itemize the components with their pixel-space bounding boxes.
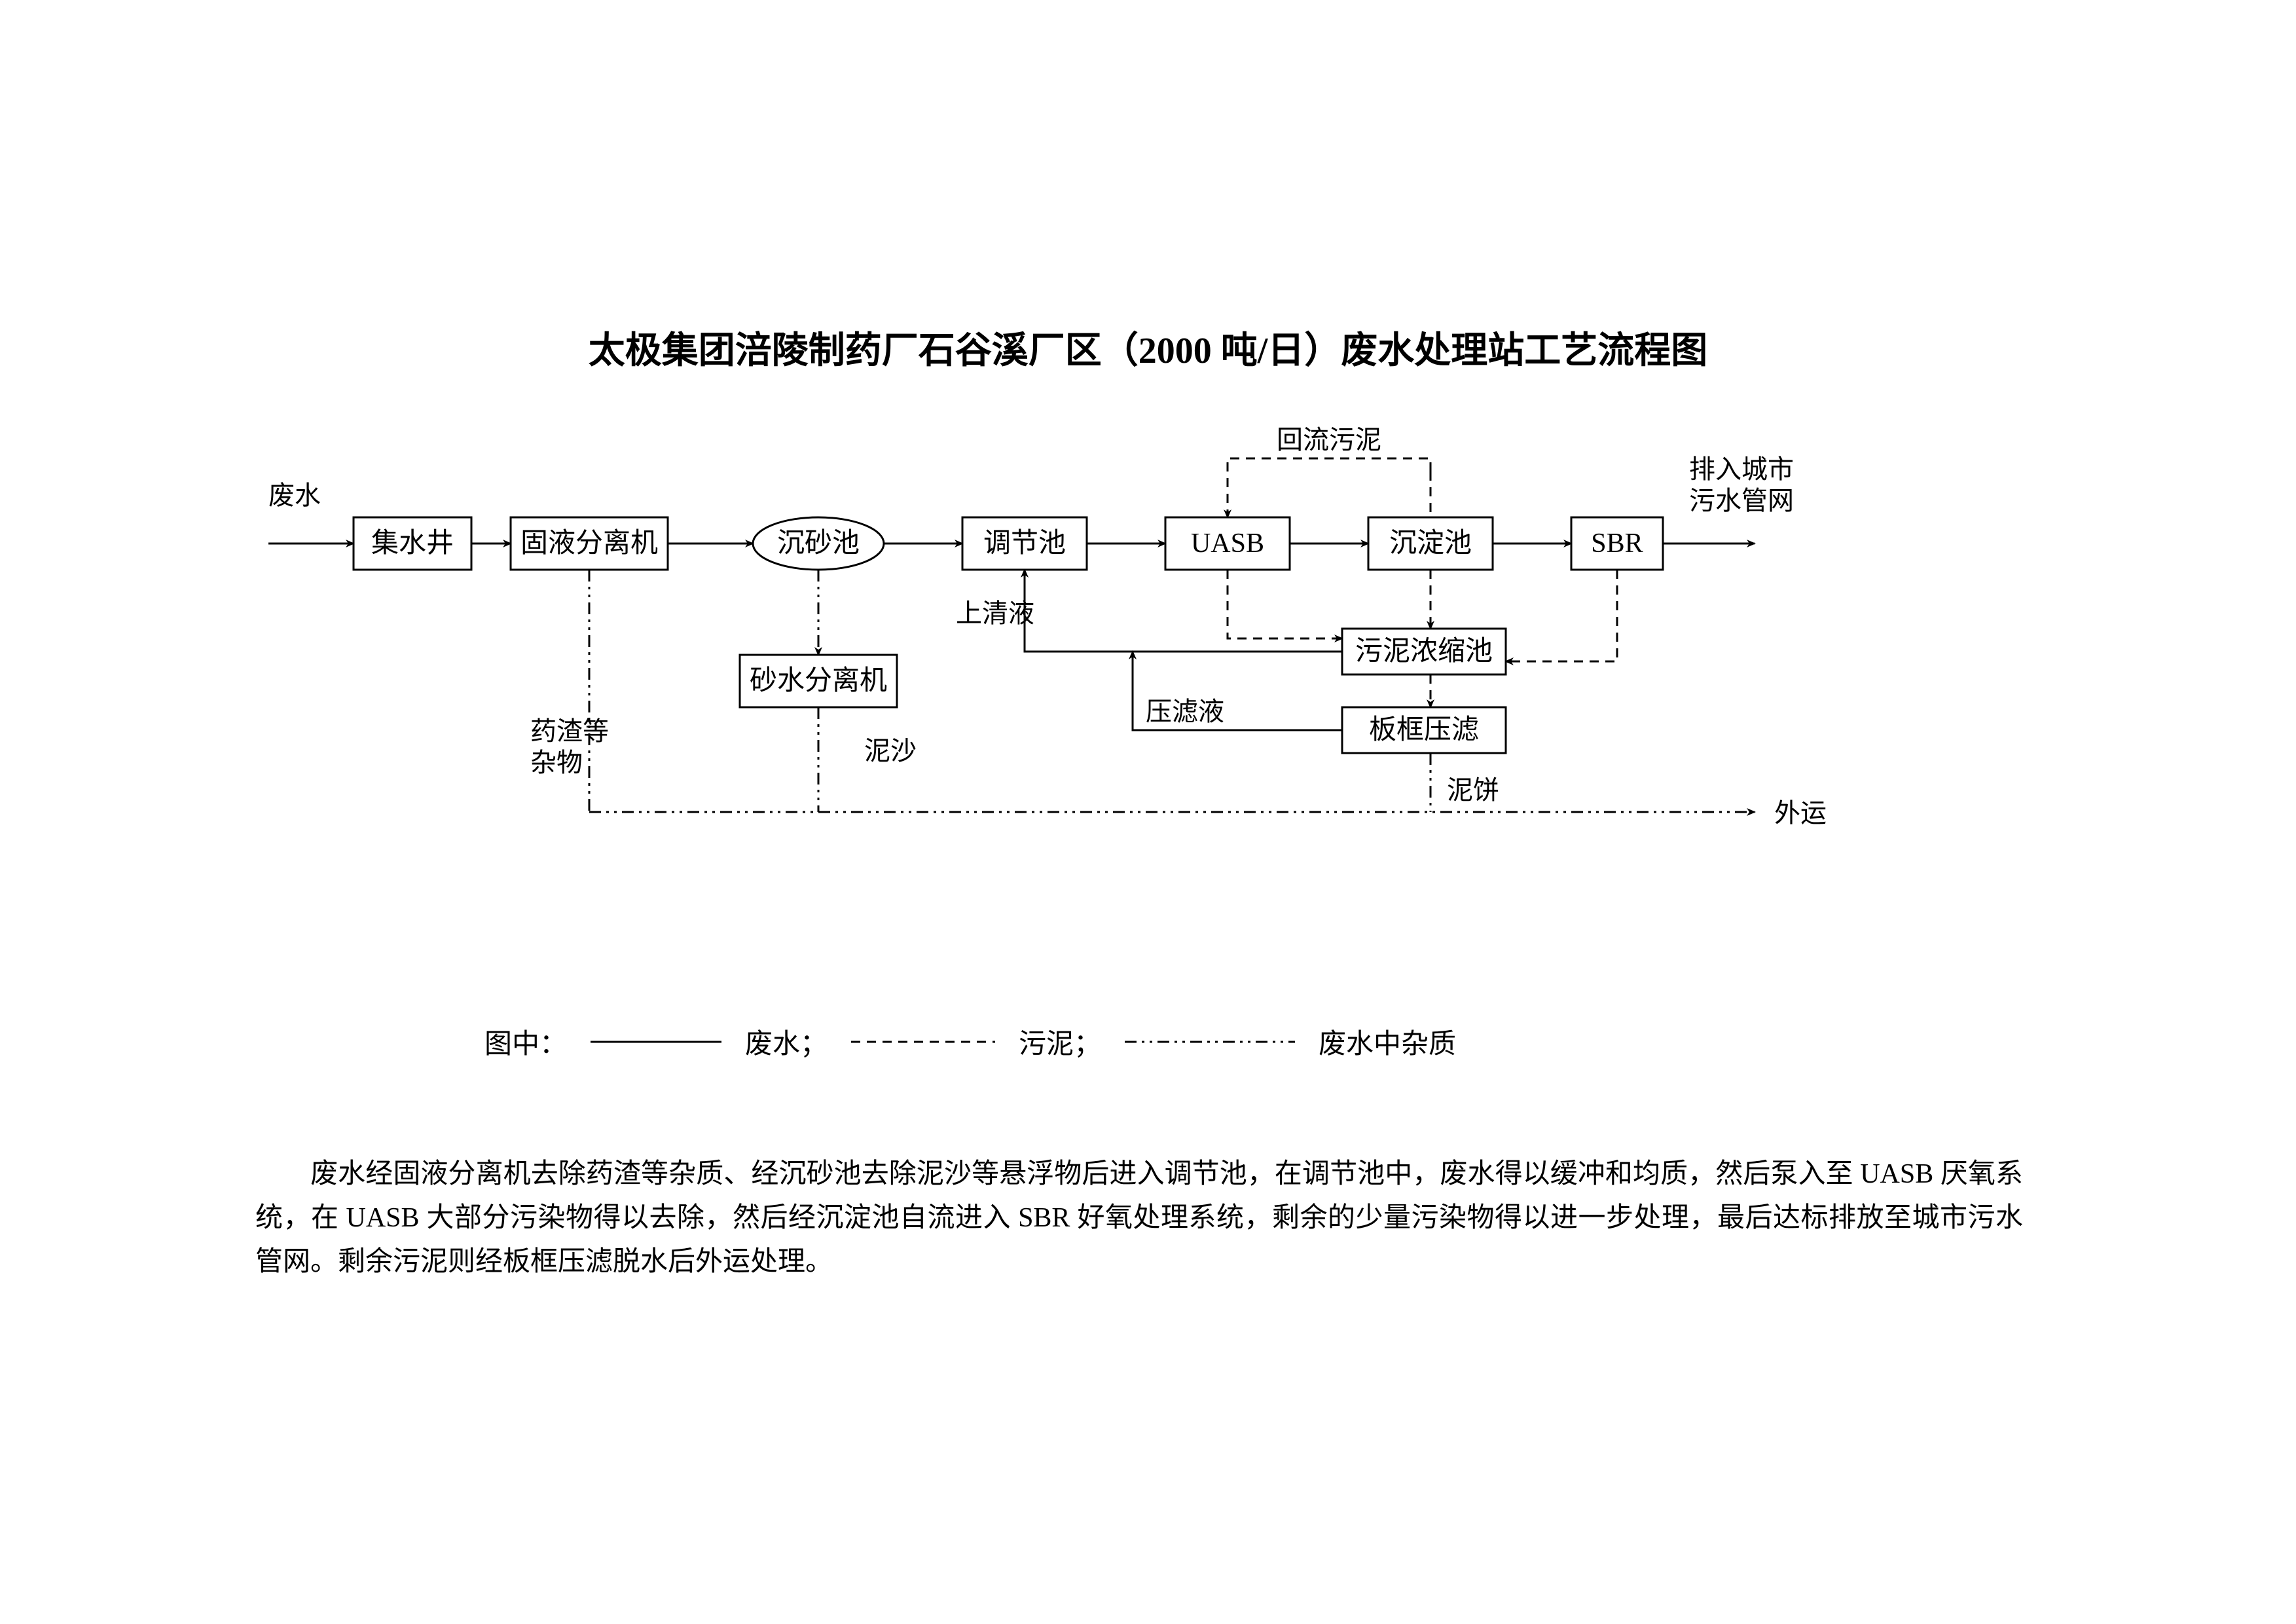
node-label-tiaojie: 调节池 [983, 528, 1066, 559]
label-wastewater_in: 废水 [268, 481, 321, 510]
description: 废水经固液分离机去除药渣等杂质、经沉砂池去除泥沙等悬浮物后进入调节池，在调节池中… [255, 1153, 2023, 1285]
node-label-sbr: SBR [1591, 528, 1643, 559]
label-huiliu: 回流污泥 [1277, 425, 1381, 454]
legend-line-wastewater [591, 1035, 721, 1048]
node-label-uasb: UASB [1191, 528, 1264, 559]
label-waiyun: 外运 [1774, 798, 1827, 828]
node-label-bankuang: 板框压滤 [1369, 715, 1479, 745]
legend-label-impurity: 废水中杂质 [1319, 1022, 1456, 1061]
flowchart: 集水井 固液分离机 沉砂池 调节池 UASB 沉淀池 SBR 砂水分离机 污泥浓缩池板框压滤 废水… [249, 458, 2082, 920]
edge-ww [1025, 570, 1342, 652]
page: 太极集团涪陵制药厂石谷溪厂区（2000 吨/日）废水处理站工艺流程图 集水井 固液… [0, 0, 2296, 1624]
label-yaozha: 药渣等杂物 [530, 716, 609, 777]
node-label-chensha: 沉砂池 [777, 528, 860, 559]
legend-line-sludge [851, 1035, 995, 1048]
label-out_paichu: 排入城市污水管网 [1689, 454, 1794, 515]
legend: 图中： 废水； 污泥； 废水中杂质 [484, 1022, 1456, 1061]
description-text: 废水经固液分离机去除药渣等杂质、经沉砂池去除泥沙等悬浮物后进入调节池，在调节池中… [255, 1159, 2023, 1277]
label-shangqingye: 上清液 [956, 599, 1034, 628]
legend-label-sludge: 污泥； [1019, 1022, 1101, 1061]
edge-sl [1228, 570, 1342, 638]
legend-line-impurity [1125, 1035, 1295, 1048]
node-label-jishui: 集水井 [371, 528, 454, 559]
page-title: 太极集团涪陵制药厂石谷溪厂区（2000 吨/日）废水处理站工艺流程图 [0, 321, 2296, 374]
node-label-chendian: 沉淀池 [1389, 528, 1472, 559]
legend-prefix: 图中： [484, 1022, 567, 1061]
label-yalvye: 压滤液 [1146, 697, 1224, 726]
edge-sl [1506, 570, 1617, 661]
label-nibing: 泥饼 [1447, 775, 1499, 805]
edge-sl [1228, 458, 1430, 517]
node-label-guye: 固液分离机 [520, 528, 658, 559]
label-nisha: 泥沙 [864, 736, 917, 766]
legend-label-wastewater: 废水； [745, 1022, 828, 1061]
node-label-nongsuo: 污泥浓缩池 [1355, 637, 1493, 667]
node-label-shashui: 砂水分离机 [750, 665, 887, 696]
